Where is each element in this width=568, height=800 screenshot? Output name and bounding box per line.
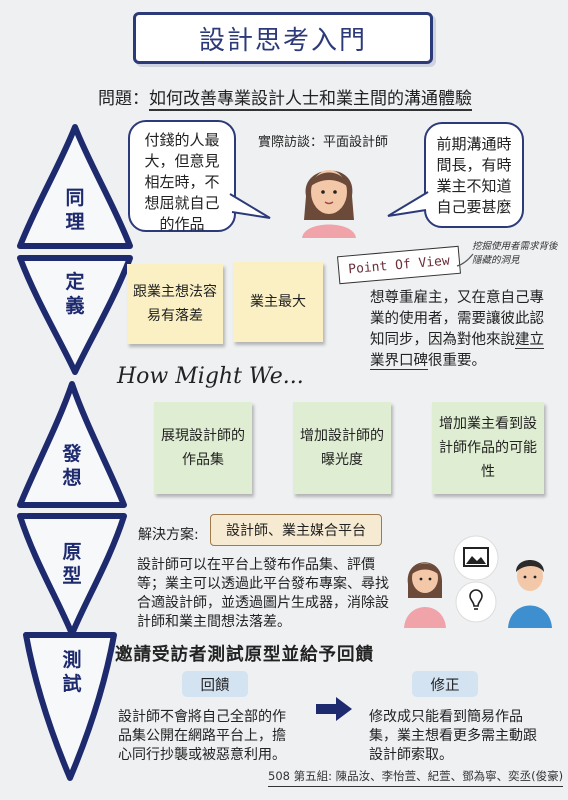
ideate-note-3: 增加業主看到設計師作品的可能性 — [432, 402, 544, 494]
pov-arrow-icon — [456, 253, 474, 267]
stage-label-prototype: 原型 — [62, 541, 82, 587]
revision-tag: 修正 — [412, 671, 478, 697]
image-generator-icon — [453, 535, 499, 581]
ideate-note-2: 增加設計師的曝光度 — [293, 402, 391, 494]
revision-text: 修改成只能看到簡易作品集，業主想看更多需主動跟設計師索取。 — [369, 709, 537, 763]
man-avatar-icon — [508, 560, 552, 628]
bubble-tail-right — [387, 191, 429, 217]
stage-label-empathize: 同理 — [65, 187, 85, 233]
designer-avatar-icon — [302, 170, 356, 238]
problem-text: 如何改善專業設計人士和業主間的溝通體驗 — [149, 89, 472, 111]
pov-text-2: 很重要。 — [428, 353, 486, 369]
stage-label-define: 定義 — [65, 271, 85, 317]
quote-bubble-right: 前期溝通時間長，有時業主不知道自己要甚麼 — [424, 122, 524, 228]
pov-highlight: 建立業界口碑 — [370, 332, 544, 370]
hmw-heading: How Might We... — [117, 364, 304, 389]
credits: 508 第五組: 陳品汝、李怡萱、紀萱、鄧為寧、奕丞(俊豪) — [268, 768, 564, 787]
stage-label-test: 測試 — [62, 649, 82, 695]
stage-shape-test — [23, 632, 117, 781]
pov-note: 挖掘使用者需求背後隱藏的洞見 — [472, 241, 558, 266]
solution-description: 設計師可以在平台上發布作品集、評價等；業主可以透過此平台發布專案、尋找合適設計師… — [137, 557, 389, 630]
stage-shape-empathize — [17, 124, 133, 249]
bubble-tail-left — [229, 193, 271, 219]
test-heading: 邀請受訪者測試原型並給予回饋 — [115, 645, 374, 665]
quote-bubble-left: 付錢的人最大，但意見相左時，不想屈就自己的作品 — [128, 120, 236, 233]
lightbulb-icon — [455, 581, 497, 623]
define-note-1: 跟業主想法容易有落差 — [127, 264, 223, 344]
define-note-2: 業主最大 — [233, 262, 323, 342]
page-title: 設計思考入門 — [133, 12, 433, 64]
problem-statement: 問題：如何改善專業設計人士和業主間的溝通體驗 — [98, 84, 472, 111]
pov-text-1: 想尊重雇主，又在意自己專業的使用者，需要讓彼此認知同步，因為對他來說 — [370, 290, 544, 348]
platform-illustration — [404, 535, 552, 628]
stage-shape-define — [17, 255, 133, 375]
stage-label-ideate: 發想 — [62, 443, 82, 489]
interview-label: 實際訪談：平面設計師 — [258, 135, 389, 150]
solution-scroll: 設計師、業主媒合平台 — [210, 514, 382, 546]
stage-shape-ideate — [17, 381, 127, 508]
woman-avatar-icon — [404, 562, 446, 628]
problem-prefix: 問題： — [98, 89, 149, 109]
right-arrow-icon — [316, 697, 352, 721]
pov-statement: 想尊重雇主，又在意自己專業的使用者，需要讓彼此認知同步，因為對他來說建立業界口碑… — [370, 288, 545, 372]
feedback-text: 設計師不會將自己全部的作品集公開在網路平台上，擔心同行抄襲或被惡意利用。 — [118, 709, 286, 763]
solution-label: 解決方案: — [138, 527, 199, 543]
feedback-tag: 回饋 — [182, 671, 248, 697]
ideate-note-1: 展現設計師的作品集 — [154, 402, 252, 494]
